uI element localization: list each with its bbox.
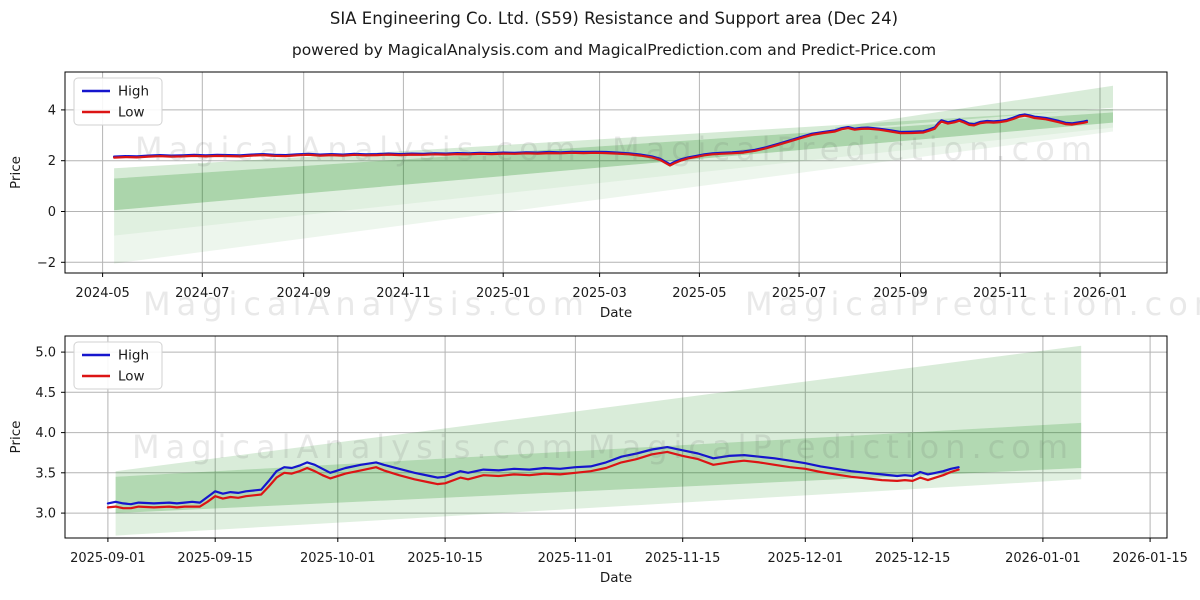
x-tick-label: 2024-09 bbox=[277, 286, 331, 301]
y-tick-label: 3.0 bbox=[35, 507, 56, 522]
x-tick-label: 2025-10-01 bbox=[300, 551, 376, 566]
support-resistance-band bbox=[114, 108, 1114, 179]
y-tick-label: −2 bbox=[37, 256, 56, 271]
watermark-text: MagicalAnalysis.com bbox=[143, 285, 590, 323]
support-resistance-band bbox=[115, 468, 1082, 536]
x-tick-label: 2025-03 bbox=[572, 286, 626, 301]
figure-subtitle: powered by MagicalAnalysis.com and Magic… bbox=[291, 41, 937, 59]
support-resistance-band bbox=[835, 85, 1113, 130]
series-line-low bbox=[106, 450, 960, 510]
x-tick-label: 2025-12-01 bbox=[768, 551, 844, 566]
legend: High Low bbox=[73, 77, 163, 126]
y-tick-label: 4.5 bbox=[35, 386, 56, 401]
y-tick-label: 3.5 bbox=[35, 466, 56, 481]
x-tick-label: 2026-01-15 bbox=[1112, 551, 1188, 566]
legend-label-high: High bbox=[118, 348, 149, 364]
support-resistance-band bbox=[114, 112, 1114, 211]
x-tick-label: 2024-07 bbox=[175, 286, 229, 301]
x-tick-label: 2025-05 bbox=[672, 286, 726, 301]
watermark-text: MagicalAnalysis.com bbox=[135, 130, 582, 168]
y-tick-label: 5.0 bbox=[35, 346, 56, 361]
x-tick-label: 2025-09-15 bbox=[177, 551, 253, 566]
y-axis-label: Price bbox=[8, 421, 24, 454]
figure-title: SIA Engineering Co. Ltd. (S59) Resistanc… bbox=[329, 9, 899, 28]
x-tick-label: 2025-11-15 bbox=[645, 551, 721, 566]
watermark-text: MagicalAnalysis.com bbox=[132, 428, 579, 466]
x-axis-label: Date bbox=[600, 570, 632, 586]
series-line-high bbox=[106, 446, 960, 506]
chart-main-history-chart: 2024-05 2024-07 2024-09 2024-11 2025-01 2025-… bbox=[8, 71, 1168, 321]
support-resistance-band bbox=[114, 122, 1114, 236]
x-tick-label: 2024-11 bbox=[376, 286, 430, 301]
legend: High Low bbox=[73, 341, 163, 390]
support-resistance-band bbox=[115, 422, 1082, 514]
y-tick-label: 0 bbox=[48, 205, 56, 220]
x-tick-label: 2025-10-15 bbox=[407, 551, 483, 566]
x-tick-label: 2025-09 bbox=[873, 286, 927, 301]
y-axis-label: Price bbox=[8, 156, 24, 189]
x-tick-label: 2026-01-01 bbox=[1005, 551, 1081, 566]
chart-zoom-recent-chart: 2025-09-01 2025-09-15 2025-10-01 2025-10-15… bbox=[8, 335, 1188, 586]
x-tick-label: 2025-01 bbox=[476, 286, 530, 301]
axes-border bbox=[64, 71, 1168, 274]
x-tick-label: 2025-11-01 bbox=[538, 551, 614, 566]
axes-border bbox=[64, 335, 1168, 539]
legend-label-low: Low bbox=[118, 369, 145, 385]
series-line-low bbox=[112, 114, 1089, 167]
x-tick-label: 2025-12-15 bbox=[875, 551, 951, 566]
y-tick-label: 4.0 bbox=[35, 426, 56, 441]
y-tick-label: 4 bbox=[48, 103, 56, 118]
y-tick-label: 2 bbox=[48, 154, 56, 169]
x-tick-label: 2025-09-01 bbox=[70, 551, 146, 566]
legend-label-low: Low bbox=[118, 105, 145, 121]
watermark-text: MagicalPrediction.com bbox=[588, 428, 1074, 466]
x-tick-label: 2026-01 bbox=[1073, 286, 1127, 301]
watermark-text: MagicalPrediction.com bbox=[745, 285, 1200, 323]
x-axis-label: Date bbox=[600, 305, 632, 321]
support-resistance-band bbox=[114, 127, 1114, 264]
x-tick-label: 2024-05 bbox=[75, 286, 129, 301]
legend-label-high: High bbox=[118, 84, 149, 100]
support-resistance-band bbox=[115, 345, 1082, 477]
watermark-text: MagicalPrediction.com bbox=[612, 130, 1098, 168]
x-tick-label: 2025-11 bbox=[973, 286, 1027, 301]
watermark-layer: MagicalAnalysis.com MagicalPrediction.com… bbox=[132, 130, 1200, 466]
x-tick-label: 2025-07 bbox=[772, 286, 826, 301]
